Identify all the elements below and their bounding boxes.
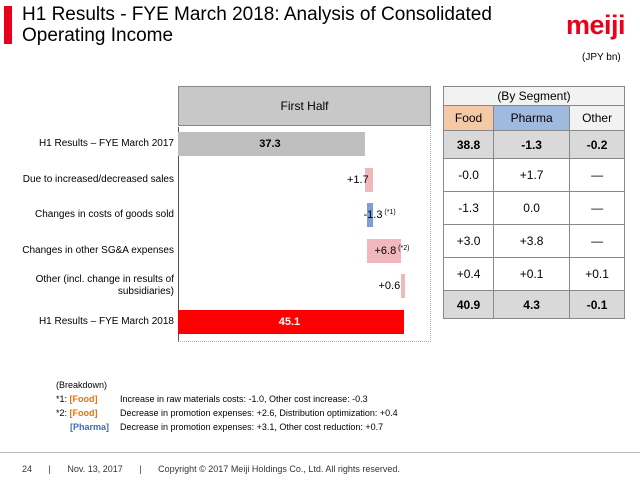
segment-cell: +3.8 xyxy=(493,224,571,258)
waterfall-bar xyxy=(178,132,365,156)
waterfall-bar xyxy=(366,203,373,227)
breakdown-title: (Breakdown) xyxy=(56,380,108,390)
segment-cell: -1.3 xyxy=(493,130,571,159)
breakdown-item: [Pharma] Decrease in promotion expenses: … xyxy=(56,420,398,434)
bar-value-label: 45.1 xyxy=(278,316,301,328)
segment-cell: -0.1 xyxy=(569,290,625,319)
segment-header-other: Other xyxy=(569,105,625,131)
segment-row: 38.8 -1.3 -0.2 xyxy=(442,130,625,159)
footnote-number xyxy=(56,422,70,432)
segment-cell: — xyxy=(569,224,625,258)
segment-header-pharma: Pharma xyxy=(493,105,571,131)
segment-cell: -0.2 xyxy=(569,130,625,159)
footer-divider xyxy=(0,452,640,453)
segment-tag: [Food] xyxy=(69,394,98,404)
breakdown-key: *2: [Food] xyxy=(56,406,120,420)
segment-cell: -0.0 xyxy=(442,158,495,192)
footer-date: Nov. 13, 2017 xyxy=(67,464,123,474)
bar-value-label: 37.3 xyxy=(259,138,281,150)
segment-cell: — xyxy=(569,191,625,225)
footer: 24 | Nov. 13, 2017 | Copyright © 2017 Me… xyxy=(22,464,414,474)
footnote-marker: (*2) xyxy=(396,245,410,252)
unit-label: (JPY bn) xyxy=(582,52,621,63)
segment-cell: 0.0 xyxy=(493,191,571,225)
breakdown-item: *1: [Food] Increase in raw materials cost… xyxy=(56,392,398,406)
row-label: H1 Results – FYE March 2017 xyxy=(38,138,174,149)
segment-cell: 40.9 xyxy=(442,290,495,319)
segment-cell: +0.1 xyxy=(569,257,625,291)
breakdown-notes: (Breakdown) *1: [Food] Increase in raw ma… xyxy=(56,378,398,434)
segment-cell: — xyxy=(569,158,625,192)
waterfall-bar xyxy=(364,168,373,192)
row-label: Due to increased/decreased sales xyxy=(22,174,174,185)
segment-row: 40.9 4.3 -0.1 xyxy=(442,290,625,319)
waterfall-chart-area xyxy=(178,127,431,342)
breakdown-text: Decrease in promotion expenses: +2.6, Di… xyxy=(120,408,398,418)
segment-table: (By Segment) Food Pharma Other 38.8 -1.3-… xyxy=(442,86,625,319)
chart-header: First Half xyxy=(178,86,431,126)
segment-cell: +0.1 xyxy=(493,257,571,291)
breakdown-text: Decrease in promotion expenses: +3.1, Ot… xyxy=(120,422,384,432)
page-title: H1 Results - FYE March 2018: Analysis of… xyxy=(22,4,492,46)
segment-cell: +3.0 xyxy=(442,224,495,258)
segment-cell: 4.3 xyxy=(493,290,571,319)
bar-value-label: +1.7 xyxy=(347,174,369,186)
footnote-number: *1: xyxy=(56,394,70,404)
segment-cell: +1.7 xyxy=(493,158,571,192)
segment-row: +0.4 +0.1 +0.1 xyxy=(442,257,625,291)
bar-value-label: +6.8 (*2) xyxy=(374,245,410,257)
segment-row: -1.3 0.0— xyxy=(442,191,625,225)
segment-title: (By Segment) xyxy=(443,86,625,106)
segment-cell: -1.3 xyxy=(442,191,495,225)
footer-separator: | xyxy=(139,464,142,474)
row-label: Changes in other SG&A expenses xyxy=(22,245,174,256)
segment-header-food: Food xyxy=(442,105,495,131)
footer-separator: | xyxy=(48,464,51,474)
segment-row: +3.0 +3.8— xyxy=(442,224,625,258)
title-accent-bar xyxy=(4,6,12,44)
segment-tag: [Food] xyxy=(69,408,98,418)
segment-row: -0.0 +1.7— xyxy=(442,158,625,192)
waterfall-bar xyxy=(400,274,405,298)
footnote-marker: (*1) xyxy=(382,209,396,216)
row-label: Other (incl. change in results of subsid… xyxy=(35,274,174,297)
breakdown-text: Increase in raw materials costs: -1.0, O… xyxy=(120,394,368,404)
footer-copyright: Copyright © 2017 Meiji Holdings Co., Ltd… xyxy=(158,464,400,474)
footnote-number: *2: xyxy=(56,408,70,418)
bar-value-label: -1.3 (*1) xyxy=(363,209,396,221)
row-label: H1 Results – FYE March 2018 xyxy=(38,316,174,327)
waterfall-bar xyxy=(366,239,401,263)
page-number: 24 xyxy=(22,464,33,474)
bar-value-label: +0.6 xyxy=(378,280,401,292)
waterfall-bar xyxy=(178,310,404,334)
segment-tag: [Pharma] xyxy=(70,422,110,432)
segment-cell: +0.4 xyxy=(442,257,495,291)
breakdown-key: [Pharma] xyxy=(56,420,120,434)
segment-cell: 38.8 xyxy=(442,130,495,159)
breakdown-item: *2: [Food] Decrease in promotion expenses… xyxy=(56,406,398,420)
row-label: Changes in costs of goods sold xyxy=(35,209,174,220)
meiji-logo: meiji xyxy=(566,10,626,40)
breakdown-key: *1: [Food] xyxy=(56,392,120,406)
